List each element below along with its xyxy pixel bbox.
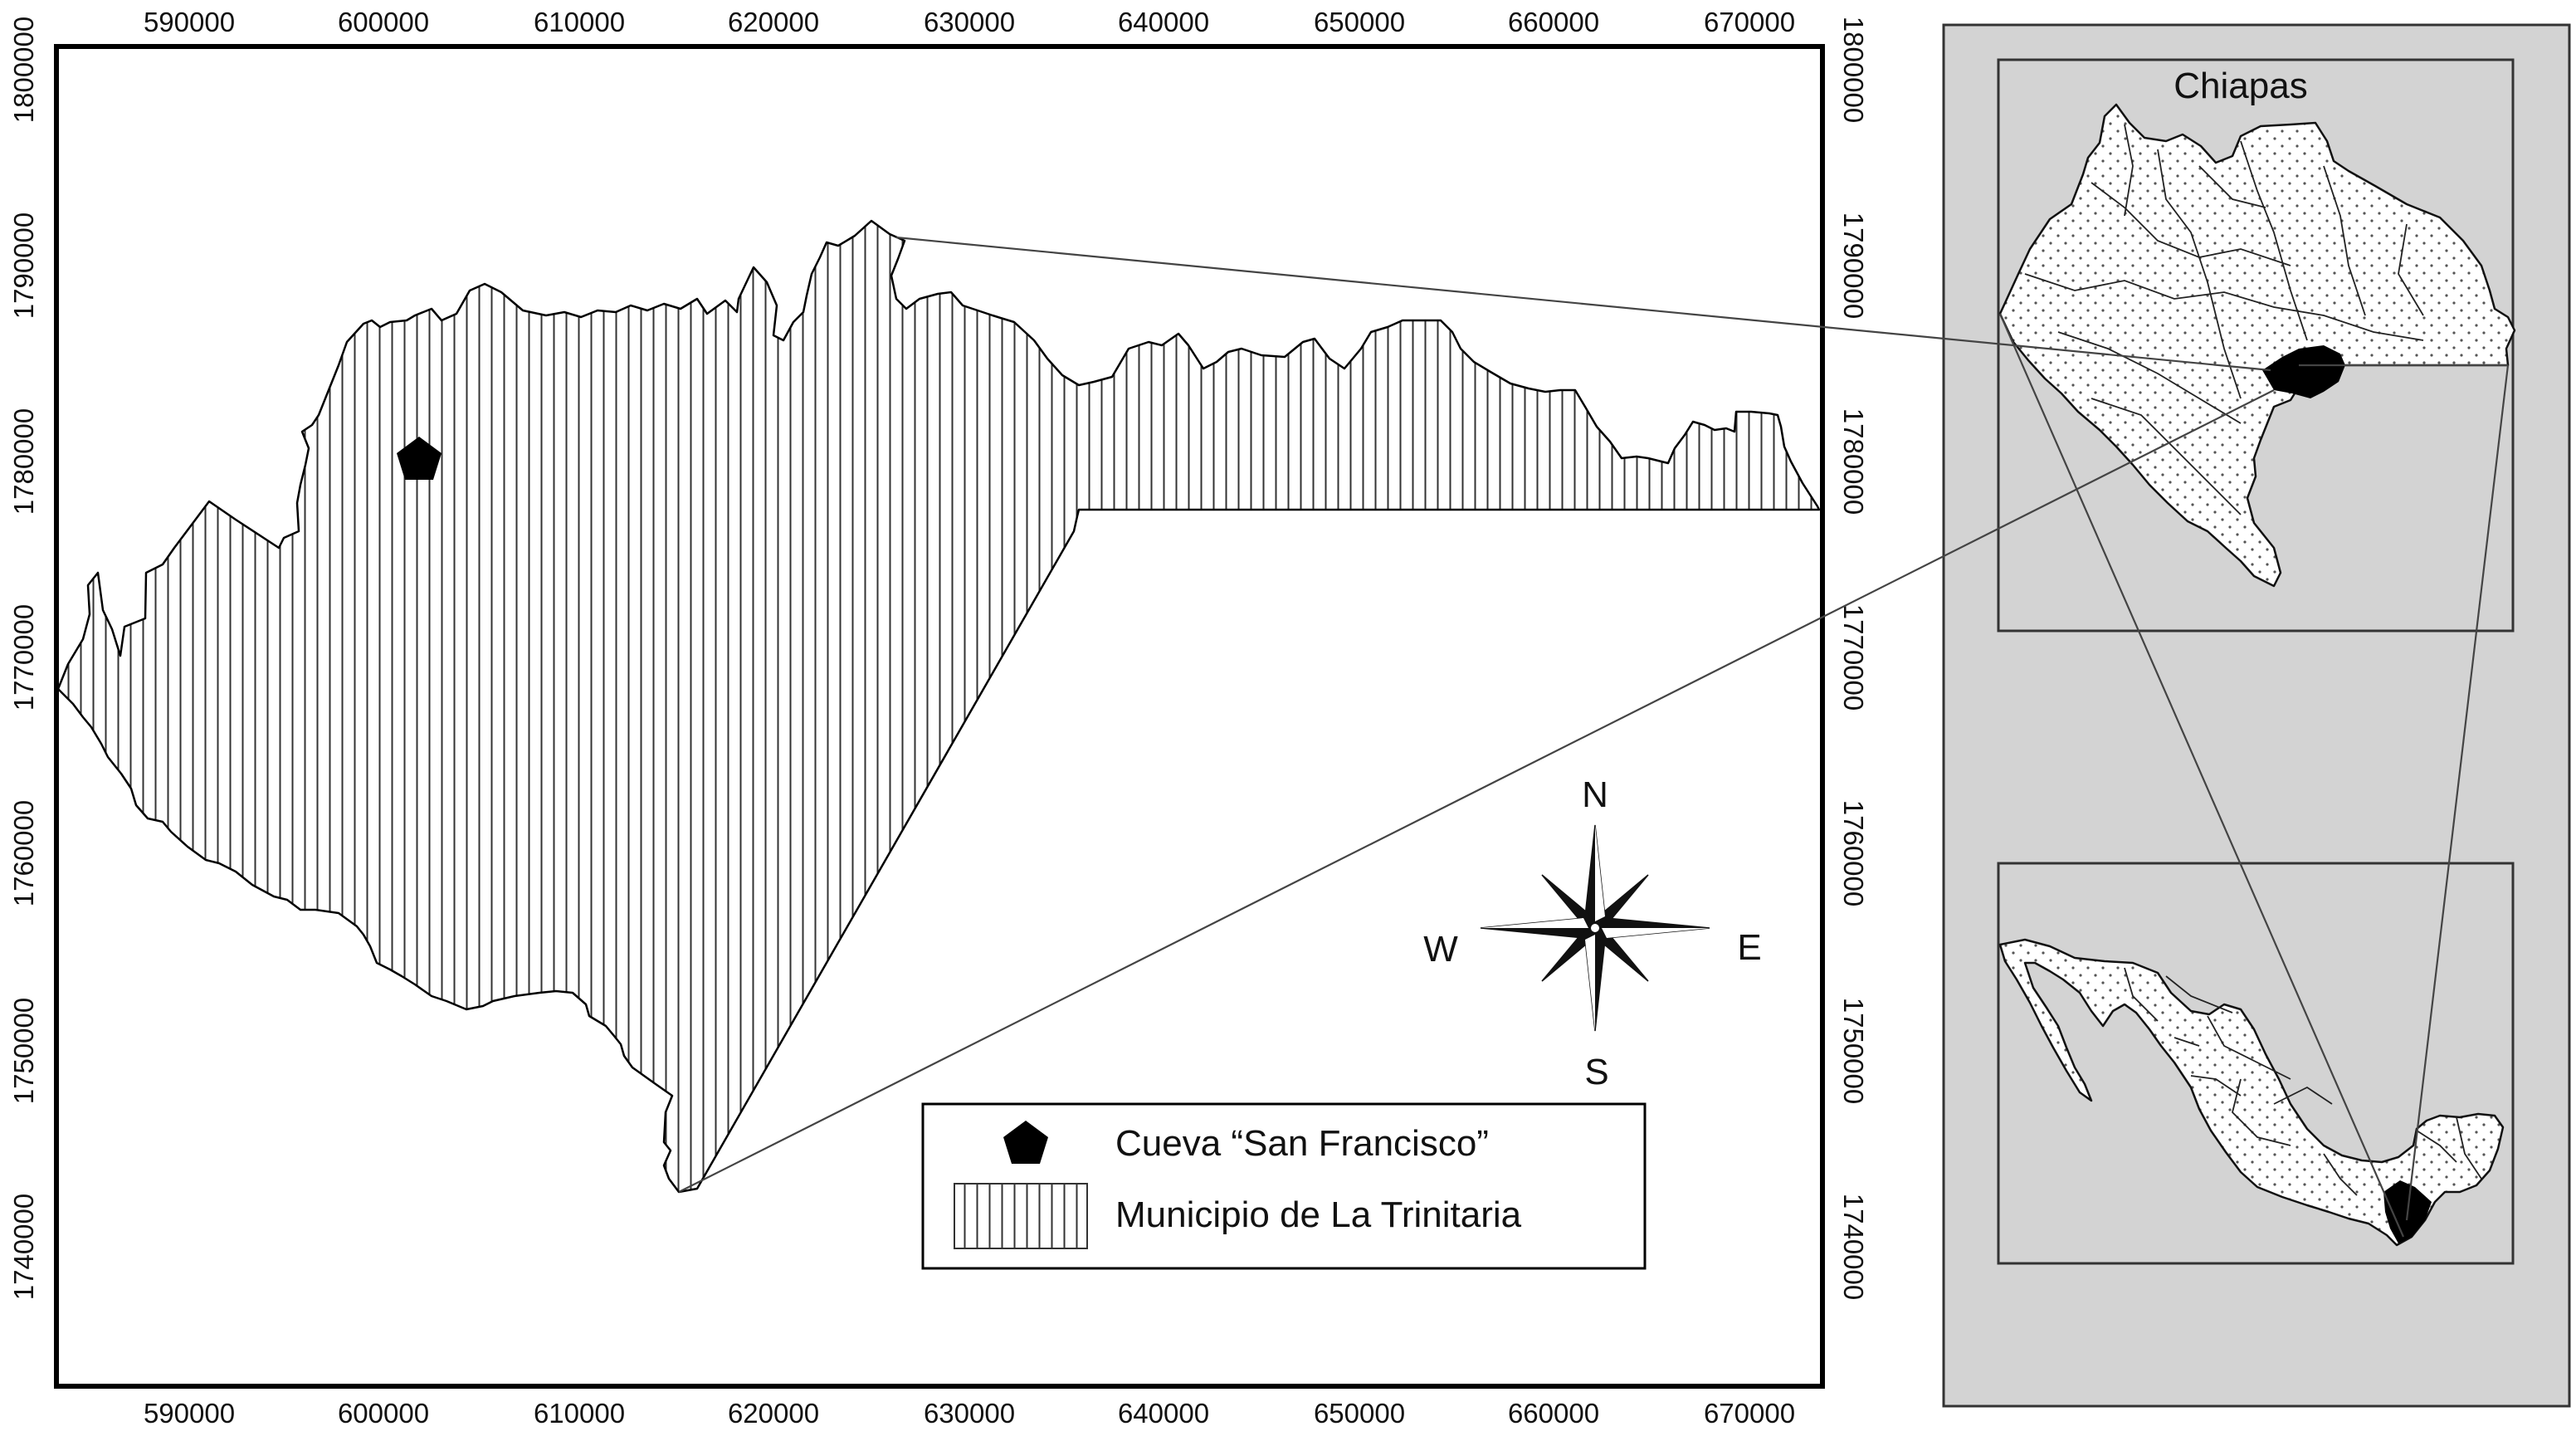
y-tick-label: 1770000 xyxy=(8,604,39,711)
x-tick-label: 590000 xyxy=(144,7,235,37)
main-map: 590000 600000 610000 620000 630000 64000… xyxy=(8,7,1869,1429)
x-tick-label: 650000 xyxy=(1314,7,1405,37)
x-tick-label: 610000 xyxy=(534,1398,625,1429)
y-tick-label: 1750000 xyxy=(8,998,39,1104)
compass-label-south: S xyxy=(1584,1052,1608,1092)
compass-label-north: N xyxy=(1582,774,1608,815)
y-tick-label: 1790000 xyxy=(8,212,39,319)
y-tick-label: 1800000 xyxy=(1838,17,1869,123)
y-tick-label: 1750000 xyxy=(1838,998,1869,1104)
compass-rose-icon xyxy=(1480,824,1710,1032)
y-tick-label: 1780000 xyxy=(8,408,39,515)
legend-municipality-label: Municipio de La Trinitaria xyxy=(1115,1194,1522,1235)
x-axis-ticks-bottom: 590000 600000 610000 620000 630000 64000… xyxy=(144,1398,1795,1429)
x-tick-label: 630000 xyxy=(924,7,1015,37)
legend-cave-label: Cueva “San Francisco” xyxy=(1115,1123,1489,1164)
x-tick-label: 590000 xyxy=(144,1398,235,1429)
x-tick-label: 600000 xyxy=(338,1398,429,1429)
x-tick-label: 640000 xyxy=(1118,1398,1209,1429)
y-tick-label: 1740000 xyxy=(8,1194,39,1300)
y-tick-label: 1800000 xyxy=(8,17,39,123)
y-tick-label: 1760000 xyxy=(1838,800,1869,906)
x-tick-label: 660000 xyxy=(1508,1398,1599,1429)
municipality-polygon xyxy=(56,219,1821,1194)
inset-panel: Chiapas xyxy=(1942,23,2571,1408)
x-tick-label: 610000 xyxy=(534,7,625,37)
y-tick-label: 1780000 xyxy=(1838,408,1869,515)
y-axis-ticks-left: 1800000 1790000 1780000 1770000 1760000 … xyxy=(8,17,39,1300)
y-tick-label: 1790000 xyxy=(1838,212,1869,319)
y-tick-label: 1770000 xyxy=(1838,604,1869,711)
mexico-shape xyxy=(1998,938,2505,1247)
y-axis-ticks-right: 1800000 1790000 1780000 1770000 1760000 … xyxy=(1838,17,1869,1300)
x-tick-label: 640000 xyxy=(1118,7,1209,37)
chiapas-shape xyxy=(1998,103,2516,588)
y-tick-label: 1740000 xyxy=(1838,1194,1869,1300)
legend-cave-icon xyxy=(1003,1121,1048,1164)
legend-municipality-swatch xyxy=(954,1183,1088,1249)
legend: Cueva “San Francisco” Municipio de La Tr… xyxy=(921,1102,1647,1270)
x-tick-label: 670000 xyxy=(1704,1398,1795,1429)
x-tick-label: 600000 xyxy=(338,7,429,37)
x-axis-ticks-top: 590000 600000 610000 620000 630000 64000… xyxy=(144,7,1795,37)
y-tick-label: 1760000 xyxy=(8,800,39,906)
x-tick-label: 670000 xyxy=(1704,7,1795,37)
x-tick-label: 630000 xyxy=(924,1398,1015,1429)
cave-marker-icon xyxy=(397,437,442,480)
chiapas-label: Chiapas xyxy=(2174,66,2307,106)
x-tick-label: 650000 xyxy=(1314,1398,1405,1429)
x-tick-label: 660000 xyxy=(1508,7,1599,37)
compass-label-east: E xyxy=(1737,927,1761,968)
chiapas-internal-boundaries xyxy=(2024,124,2424,515)
x-tick-label: 620000 xyxy=(728,1398,819,1429)
x-tick-label: 620000 xyxy=(728,7,819,37)
chiapas-highlight-region xyxy=(2262,345,2345,398)
compass-label-west: W xyxy=(1423,929,1458,970)
mexico-state-boundaries xyxy=(2124,967,2482,1196)
connector-lines xyxy=(678,236,2510,1238)
